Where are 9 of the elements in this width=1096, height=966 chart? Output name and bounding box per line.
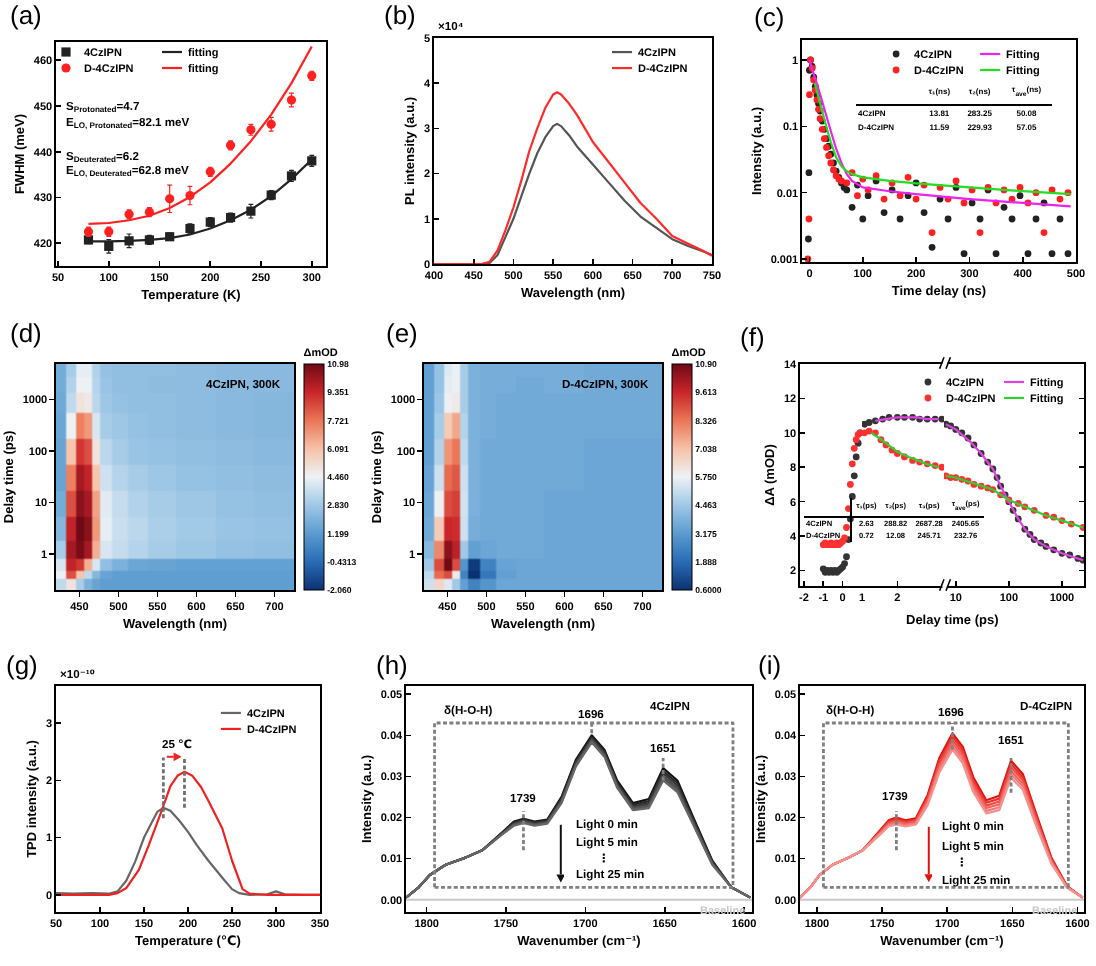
chart-title: (a) [10, 0, 42, 31]
chart-title: (c) [754, 2, 785, 33]
chart-title: (d) [10, 318, 42, 349]
chart-title: (h) [376, 650, 408, 681]
chart-title: (g) [6, 650, 38, 681]
chart-title: (i) [758, 650, 782, 681]
chart-title: (b) [384, 0, 416, 31]
chart-title: (e) [386, 318, 418, 349]
chart-title: (f) [740, 322, 765, 353]
